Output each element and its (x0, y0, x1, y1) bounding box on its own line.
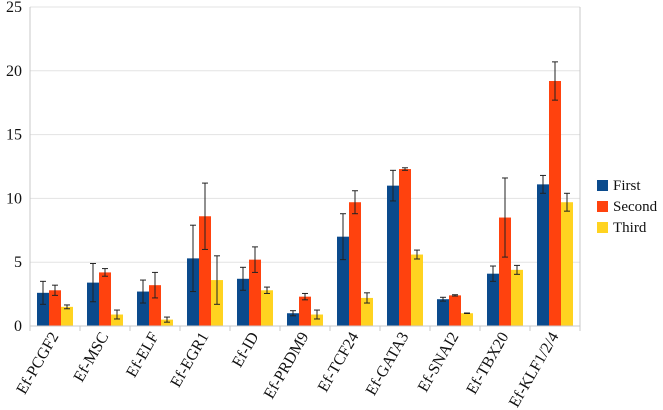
x-tick-label: Ef-EGR1 (168, 330, 213, 391)
bar-first-ef-tcf24 (337, 236, 349, 326)
bar-second-ef-prdm9 (299, 296, 311, 326)
y-tick-label: 5 (14, 254, 22, 271)
bar-second-ef-tcf24 (349, 202, 361, 326)
x-tick-label: Ef-TBX20 (464, 330, 513, 398)
bar-second-ef-gata3 (399, 169, 411, 326)
y-tick-label: 25 (6, 0, 22, 16)
bar-second-ef-elf (149, 285, 161, 326)
bar-third-ef-tbx20 (511, 269, 523, 326)
bar-first-ef-pcgf2 (37, 292, 49, 326)
bar-third-ef-pcgf2 (61, 306, 73, 326)
bar-second-ef-msc (99, 272, 111, 326)
y-tick-label: 15 (6, 127, 22, 144)
bar-first-ef-snai2 (437, 299, 449, 326)
bar-second-ef-egr1 (199, 216, 211, 326)
legend: First Second Third (597, 178, 658, 236)
x-axis: Ef-PCGF2 Ef-MSC Ef-ELF Ef-EGR1 Ef-IDEf-PRDM9… (14, 325, 581, 410)
bar-third-ef-prdm9 (311, 314, 323, 326)
x-tick-label: Ef-ID (229, 330, 262, 371)
x-tick-label: Ef-KLF1/2/4 (506, 330, 562, 410)
x-tick-label: Ef-PRDM9 (261, 330, 313, 402)
bar-third-ef-klf1-2-4 (561, 202, 573, 326)
bar-third-ef-msc (111, 314, 123, 326)
bar-first-ef-msc (87, 282, 99, 326)
bar-first-ef-klf1-2-4 (537, 184, 549, 326)
y-tick-label: 0 (14, 318, 22, 335)
y-tick-label: 10 (6, 190, 22, 207)
x-tick-label: Ef-MSC (71, 330, 113, 385)
legend-swatch-first (597, 180, 608, 191)
x-tick-label: Ef-PCGF2 (14, 330, 63, 398)
error-bars (40, 61, 570, 323)
bar-second-ef-tbx20 (499, 217, 511, 326)
legend-label-second: Second (613, 199, 658, 215)
x-tick-label: Ef-GATA3 (363, 330, 413, 399)
bar-second-ef-snai2 (449, 295, 461, 326)
bar-first-ef-elf (137, 291, 149, 326)
y-axis: 0 5 10 15 20 25 (6, 0, 581, 335)
bars (37, 81, 573, 327)
bar-third-ef-gata3 (411, 254, 423, 326)
bar-second-ef-id (249, 259, 261, 326)
x-tick-label: Ef-SNAI2 (415, 330, 463, 395)
y-tick-label: 20 (6, 63, 22, 80)
bar-first-ef-egr1 (187, 258, 199, 326)
legend-label-first: First (613, 178, 641, 194)
bar-third-ef-id (261, 290, 273, 326)
x-tick-label: Ef-TCF24 (315, 330, 363, 395)
legend-swatch-third (597, 222, 608, 233)
bar-third-ef-tcf24 (361, 297, 373, 326)
x-tick-label: Ef-ELF (123, 329, 162, 380)
bar-first-ef-tbx20 (487, 273, 499, 326)
bar-third-ef-snai2 (461, 313, 473, 326)
legend-swatch-second (597, 201, 608, 212)
bar-first-ef-prdm9 (287, 313, 299, 326)
bar-third-ef-elf (161, 319, 173, 326)
bar-second-ef-pcgf2 (49, 290, 61, 326)
bar-second-ef-klf1-2-4 (549, 81, 561, 327)
bar-first-ef-gata3 (387, 185, 399, 326)
legend-label-third: Third (613, 220, 647, 236)
